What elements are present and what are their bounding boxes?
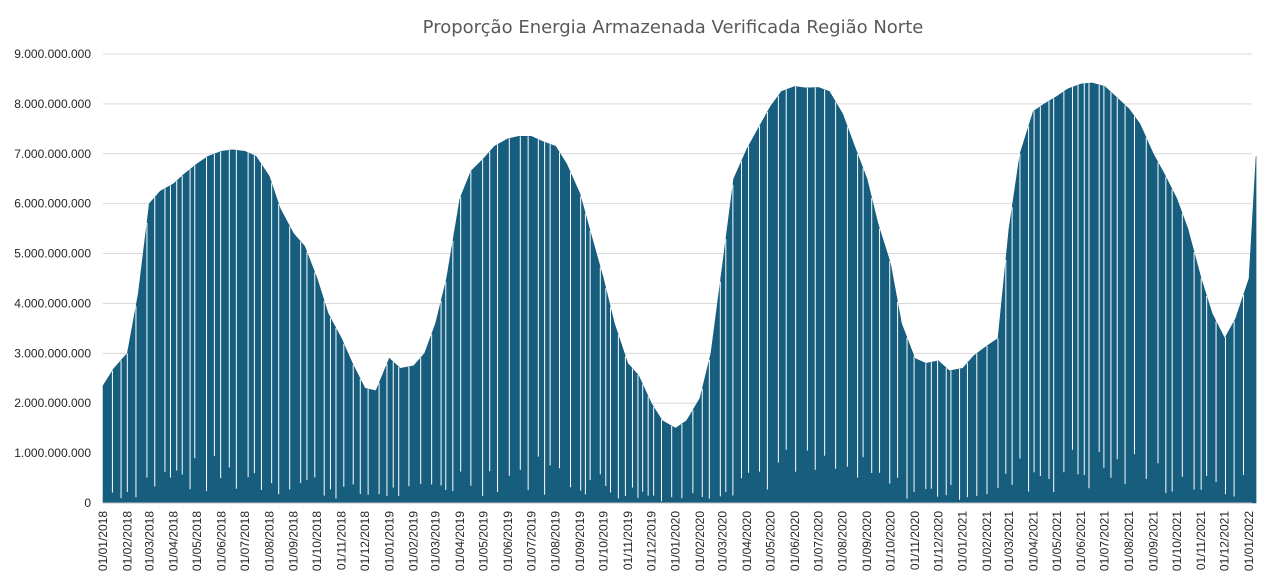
y-tick-label: 2.000.000.000 <box>14 396 91 410</box>
x-axis-tick-labels: 01/01/2018 01/02/2018 01/03/2018 01/04/2018… <box>96 511 1256 571</box>
x-tick-label: 01/05/2020 <box>764 511 778 571</box>
x-tick-label: 01/01/2021 <box>956 511 970 571</box>
x-tick-label: 01/05/2021 <box>1050 511 1064 571</box>
y-tick-label: 7.000.000.000 <box>14 147 91 161</box>
y-tick-label: 5.000.000.000 <box>14 247 91 261</box>
x-tick-label: 01/08/2020 <box>836 511 850 571</box>
x-tick-label: 01/12/2019 <box>644 511 658 571</box>
y-tick-label: 0 <box>84 496 91 510</box>
x-tick-label: 01/09/2018 <box>287 511 301 571</box>
x-tick-label: 01/12/2020 <box>931 511 945 571</box>
x-tick-label: 01/10/2021 <box>1170 511 1184 571</box>
y-tick-label: 9.000.000.000 <box>14 47 91 61</box>
y-axis-tick-labels: 0 1.000.000.000 2.000.000.000 3.000.000.000… <box>14 47 91 510</box>
y-tick-label: 8.000.000.000 <box>14 97 91 111</box>
data-area <box>102 82 1257 504</box>
x-tick-label: 01/02/2020 <box>693 511 707 571</box>
x-tick-label: 01/02/2019 <box>407 511 421 571</box>
x-tick-label: 01/06/2021 <box>1074 511 1088 571</box>
x-tick-label: 01/10/2018 <box>310 511 324 571</box>
x-tick-label: 01/07/2018 <box>238 511 252 571</box>
x-tick-label: 01/03/2019 <box>429 511 443 571</box>
x-tick-label: 01/01/2019 <box>382 511 396 571</box>
y-tick-label: 3.000.000.000 <box>14 346 91 360</box>
x-tick-label: 01/10/2019 <box>596 511 610 571</box>
chart-title: Proporção Energia Armazenada Verificada … <box>423 17 924 38</box>
x-tick-label: 01/01/2022 <box>1242 511 1256 571</box>
x-tick-label: 01/11/2018 <box>334 511 348 570</box>
x-tick-label: 01/09/2021 <box>1146 511 1160 571</box>
y-tick-label: 1.000.000.000 <box>14 446 91 460</box>
x-tick-label: 01/11/2019 <box>621 511 635 570</box>
bar-gaps <box>111 83 1245 502</box>
x-tick-label: 01/06/2019 <box>501 511 515 571</box>
x-tick-label: 01/02/2018 <box>120 511 134 571</box>
x-tick-label: 01/02/2021 <box>980 511 994 571</box>
x-tick-label: 01/04/2019 <box>453 511 467 571</box>
y-tick-label: 4.000.000.000 <box>14 296 91 310</box>
x-tick-label: 01/04/2021 <box>1026 511 1040 571</box>
x-tick-label: 01/06/2018 <box>214 511 228 571</box>
x-tick-label: 01/10/2020 <box>884 511 898 571</box>
x-tick-label: 01/12/2018 <box>358 511 372 571</box>
x-tick-label: 01/08/2018 <box>262 511 276 571</box>
x-tick-label: 01/01/2018 <box>96 511 110 571</box>
x-tick-label: 01/03/2018 <box>142 511 156 571</box>
x-tick-label: 01/05/2018 <box>190 511 204 571</box>
y-tick-label: 6.000.000.000 <box>14 197 91 211</box>
x-tick-label: 01/01/2020 <box>669 511 683 571</box>
x-tick-label: 01/11/2021 <box>1194 511 1208 570</box>
x-tick-label: 01/07/2021 <box>1098 511 1112 571</box>
x-tick-label: 01/04/2018 <box>167 511 181 571</box>
x-tick-label: 01/09/2019 <box>573 511 587 571</box>
x-tick-label: 01/04/2020 <box>740 511 754 571</box>
data-bars <box>102 82 1257 504</box>
x-tick-label: 01/03/2020 <box>716 511 730 571</box>
x-tick-label: 01/09/2020 <box>860 511 874 571</box>
x-tick-label: 01/07/2020 <box>811 511 825 571</box>
x-tick-label: 01/08/2021 <box>1122 511 1136 571</box>
x-tick-label: 01/08/2019 <box>549 511 563 571</box>
x-tick-label: 01/05/2019 <box>476 511 490 571</box>
x-tick-label: 01/11/2020 <box>908 511 922 570</box>
x-tick-label: 01/06/2020 <box>788 511 802 571</box>
x-tick-label: 01/03/2021 <box>1002 511 1016 571</box>
x-tick-label: 01/07/2019 <box>524 511 538 571</box>
x-tick-label: 01/12/2021 <box>1218 511 1232 571</box>
